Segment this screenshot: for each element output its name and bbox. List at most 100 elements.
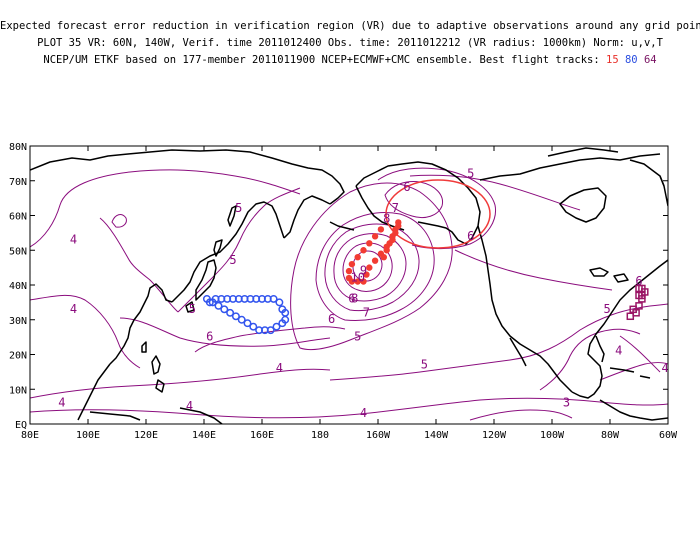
track-80-point (205, 298, 214, 307)
lon-label: 80W (601, 430, 620, 441)
contour-label: 6 (403, 180, 410, 194)
track-15-point (360, 247, 367, 254)
track-64-label: 64 (643, 54, 657, 66)
track-15-point (371, 257, 379, 264)
lon-label: 160W (366, 430, 391, 441)
contour-label: 4 (276, 361, 283, 375)
contour-label: 5 (189, 302, 196, 316)
contour-label: 3 (563, 396, 570, 410)
lat-label: 70N (9, 177, 27, 188)
track-80-point (211, 294, 220, 303)
lat-label: 10N (9, 385, 27, 396)
track-80-point (243, 319, 252, 328)
contour-label: 6 (348, 291, 355, 305)
contour-label: 5 (467, 166, 474, 180)
contour-label: 6 (206, 330, 213, 344)
track-15-label: 15 (606, 54, 619, 66)
track-15-point (395, 222, 402, 230)
contour-label: 6 (467, 229, 474, 243)
track-15-point (377, 250, 385, 257)
contour-label: 8 (351, 291, 358, 305)
lon-label: 180 (311, 430, 329, 441)
contour-label: 9 (360, 264, 367, 278)
track-15-point (363, 271, 370, 278)
track-15-point (377, 226, 385, 233)
track-15-point (392, 229, 399, 237)
contour-lines (30, 167, 668, 421)
track-80-point (278, 305, 287, 314)
track-80-point (249, 322, 258, 331)
contour-label: 4 (70, 302, 77, 316)
flight-track-15 (345, 219, 402, 285)
verification-region-circle (385, 179, 491, 249)
lat-label: EQ (15, 420, 27, 431)
contour-label: 7 (392, 201, 399, 215)
coastlines (30, 147, 668, 424)
plot-header: Expected forecast error reduction in ver… (0, 18, 700, 69)
contour-label: 5 (229, 253, 236, 267)
lat-label: 60N (9, 212, 27, 223)
contour-label: 5 (235, 201, 242, 215)
track-15-point (366, 264, 373, 271)
lat-label: 50N (9, 246, 27, 257)
track-15-point (366, 240, 373, 247)
track-80-point (266, 326, 275, 335)
lat-label: 20N (9, 351, 27, 362)
track-15-point (354, 254, 361, 261)
track-64-point (626, 312, 635, 321)
track-15-point (345, 274, 353, 282)
contour-label: 4 (661, 361, 668, 375)
contour-label: 5 (603, 302, 610, 316)
contour-label: 5 (421, 357, 428, 371)
lon-label: 100W (540, 430, 565, 441)
lon-label: 80E (21, 430, 39, 441)
lon-label: 100E (76, 430, 100, 441)
contour-label: 4 (615, 344, 622, 358)
track-80-point (231, 312, 240, 321)
flight-track-80 (202, 294, 290, 335)
track-15-point (360, 278, 367, 285)
contour-label: 7 (363, 305, 370, 319)
lon-label: 160E (250, 430, 274, 441)
lon-label: 120E (134, 430, 158, 441)
track-15-point (354, 278, 361, 285)
track-80-label: 80 (624, 54, 638, 66)
contour-label: 6 (635, 274, 642, 288)
lon-label: 140E (192, 430, 216, 441)
contour-label: 4 (186, 399, 193, 413)
header-line-3-text: NCEP/UM ETKF based on 177-member 2011011… (43, 54, 600, 66)
track-80-point (226, 308, 235, 317)
track-80-point (237, 315, 246, 324)
header-line-1: Expected forecast error reduction in ver… (0, 20, 700, 32)
track-15-point (371, 233, 379, 240)
contour-label: 4 (58, 396, 65, 410)
lat-label: 40N (9, 281, 27, 292)
contour-label: 10 (350, 271, 364, 285)
track-15-point (389, 236, 396, 244)
track-80-point (214, 301, 223, 310)
track-80-point (275, 298, 284, 307)
lon-label: 140W (424, 430, 449, 441)
contour-label: 8 (383, 211, 390, 225)
lon-label: 60W (659, 430, 678, 441)
lat-label: 30N (9, 316, 27, 327)
track-80-point (220, 305, 229, 314)
track-15-point (345, 267, 353, 275)
lat-label: 80N (9, 142, 27, 153)
lon-label: 120W (482, 430, 507, 441)
track-64-point (629, 305, 637, 314)
contour-label: 4 (360, 406, 367, 420)
contour-label: 5 (354, 330, 361, 344)
track-80-point (272, 322, 281, 331)
track-15-point (383, 243, 390, 250)
contour-label: 4 (70, 232, 77, 246)
contour-label: 6 (328, 312, 335, 326)
track-15-point (348, 260, 356, 268)
track-64-point (638, 291, 646, 300)
header-line-3: NCEP/UM ETKF based on 177-member 2011011… (0, 52, 700, 69)
flight-track-64 (626, 284, 649, 321)
header-line-2: PLOT 35 VR: 60N, 140W, Verif. time 20110… (37, 37, 663, 49)
